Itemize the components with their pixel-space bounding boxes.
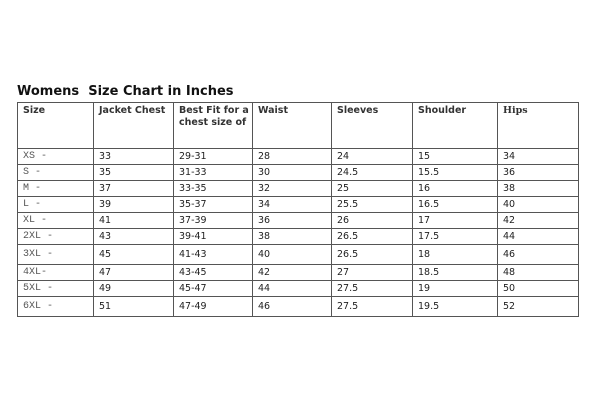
cell-waist: 34 <box>252 196 332 213</box>
cell-best-fit: 43-45 <box>173 264 253 281</box>
cell-hips: 50 <box>497 280 579 297</box>
cell-waist: 42 <box>252 264 332 281</box>
table-row: 6XL -51 47-49 46 27.5 19.5 52 <box>17 296 579 317</box>
cell-best-fit: 33-35 <box>173 180 253 197</box>
header-hips: Hips <box>497 102 579 149</box>
cell-waist: 46 <box>252 296 332 317</box>
cell-shoulder: 18.5 <box>412 264 498 281</box>
cell-jacket-chest: 51 <box>93 296 174 317</box>
cell-hips: 48 <box>497 264 579 281</box>
cell-best-fit: 37-39 <box>173 212 253 229</box>
cell-jacket-chest: 39 <box>93 196 174 213</box>
cell-shoulder: 17 <box>412 212 498 229</box>
cell-jacket-chest: 37 <box>93 180 174 197</box>
cell-waist: 44 <box>252 280 332 297</box>
cell-waist: 36 <box>252 212 332 229</box>
cell-sleeves: 25.5 <box>331 196 413 213</box>
chart-title: Womens Size Chart in Inches <box>17 84 234 99</box>
cell-shoulder: 17.5 <box>412 228 498 245</box>
cell-best-fit: 45-47 <box>173 280 253 297</box>
cell-size: 3XL - <box>17 244 94 265</box>
header-size: Size <box>17 102 94 149</box>
table-row: 5XL -49 45-47 44 27.5 19 50 <box>17 280 579 297</box>
cell-hips: 42 <box>497 212 579 229</box>
cell-jacket-chest: 35 <box>93 164 174 181</box>
table-row: 2XL -43 39-41 38 26.5 17.5 44 <box>17 228 579 245</box>
cell-hips: 40 <box>497 196 579 213</box>
cell-waist: 28 <box>252 148 332 165</box>
cell-best-fit: 29-31 <box>173 148 253 165</box>
cell-shoulder: 19.5 <box>412 296 498 317</box>
cell-size: L - <box>17 196 94 213</box>
header-best-fit: Best Fit for a chest size of <box>173 102 253 149</box>
cell-best-fit: 35-37 <box>173 196 253 213</box>
header-row: Size Jacket Chest Best Fit for a chest siz… <box>17 102 579 149</box>
cell-sleeves: 24.5 <box>331 164 413 181</box>
cell-size: XS - <box>17 148 94 165</box>
cell-best-fit: 31-33 <box>173 164 253 181</box>
cell-size: 2XL - <box>17 228 94 245</box>
cell-jacket-chest: 45 <box>93 244 174 265</box>
cell-size: 5XL - <box>17 280 94 297</box>
cell-waist: 38 <box>252 228 332 245</box>
cell-hips: 34 <box>497 148 579 165</box>
table-row: L -39 35-37 34 25.5 16.5 40 <box>17 196 579 213</box>
size-chart-table: Size Jacket Chest Best Fit for a chest siz… <box>17 102 579 317</box>
cell-sleeves: 27.5 <box>331 280 413 297</box>
cell-hips: 38 <box>497 180 579 197</box>
cell-size: S - <box>17 164 94 181</box>
cell-hips: 52 <box>497 296 579 317</box>
cell-jacket-chest: 41 <box>93 212 174 229</box>
table-row: 4XL- 47 43-45 42 27 18.5 48 <box>17 264 579 281</box>
cell-shoulder: 16.5 <box>412 196 498 213</box>
cell-shoulder: 16 <box>412 180 498 197</box>
cell-sleeves: 27.5 <box>331 296 413 317</box>
cell-sleeves: 25 <box>331 180 413 197</box>
table-row: M -37 33-35 32 25 16 38 <box>17 180 579 197</box>
cell-best-fit: 39-41 <box>173 228 253 245</box>
cell-jacket-chest: 47 <box>93 264 174 281</box>
cell-sleeves: 26.5 <box>331 228 413 245</box>
cell-hips: 44 <box>497 228 579 245</box>
cell-best-fit: 47-49 <box>173 296 253 317</box>
cell-waist: 32 <box>252 180 332 197</box>
cell-shoulder: 15.5 <box>412 164 498 181</box>
table-row: XL -41 37-39 36 26 17 42 <box>17 212 579 229</box>
header-waist: Waist <box>252 102 332 149</box>
cell-sleeves: 24 <box>331 148 413 165</box>
cell-size: 6XL - <box>17 296 94 317</box>
cell-size: M - <box>17 180 94 197</box>
cell-shoulder: 15 <box>412 148 498 165</box>
table-row: 3XL -45 41-43 40 26.5 18 46 <box>17 244 579 265</box>
cell-sleeves: 26.5 <box>331 244 413 265</box>
header-sleeves: Sleeves <box>331 102 413 149</box>
cell-size: XL - <box>17 212 94 229</box>
cell-best-fit: 41-43 <box>173 244 253 265</box>
cell-size: 4XL- <box>17 264 94 281</box>
header-shoulder: Shoulder <box>412 102 498 149</box>
cell-shoulder: 19 <box>412 280 498 297</box>
cell-sleeves: 26 <box>331 212 413 229</box>
cell-jacket-chest: 43 <box>93 228 174 245</box>
cell-shoulder: 18 <box>412 244 498 265</box>
cell-hips: 36 <box>497 164 579 181</box>
cell-waist: 40 <box>252 244 332 265</box>
cell-sleeves: 27 <box>331 264 413 281</box>
cell-waist: 30 <box>252 164 332 181</box>
cell-jacket-chest: 33 <box>93 148 174 165</box>
cell-jacket-chest: 49 <box>93 280 174 297</box>
header-jacket-chest: Jacket Chest <box>93 102 174 149</box>
table-row: S -35 31-33 30 24.5 15.5 36 <box>17 164 579 181</box>
cell-hips: 46 <box>497 244 579 265</box>
table-row: XS -33 29-31 28 24 15 34 <box>17 148 579 165</box>
